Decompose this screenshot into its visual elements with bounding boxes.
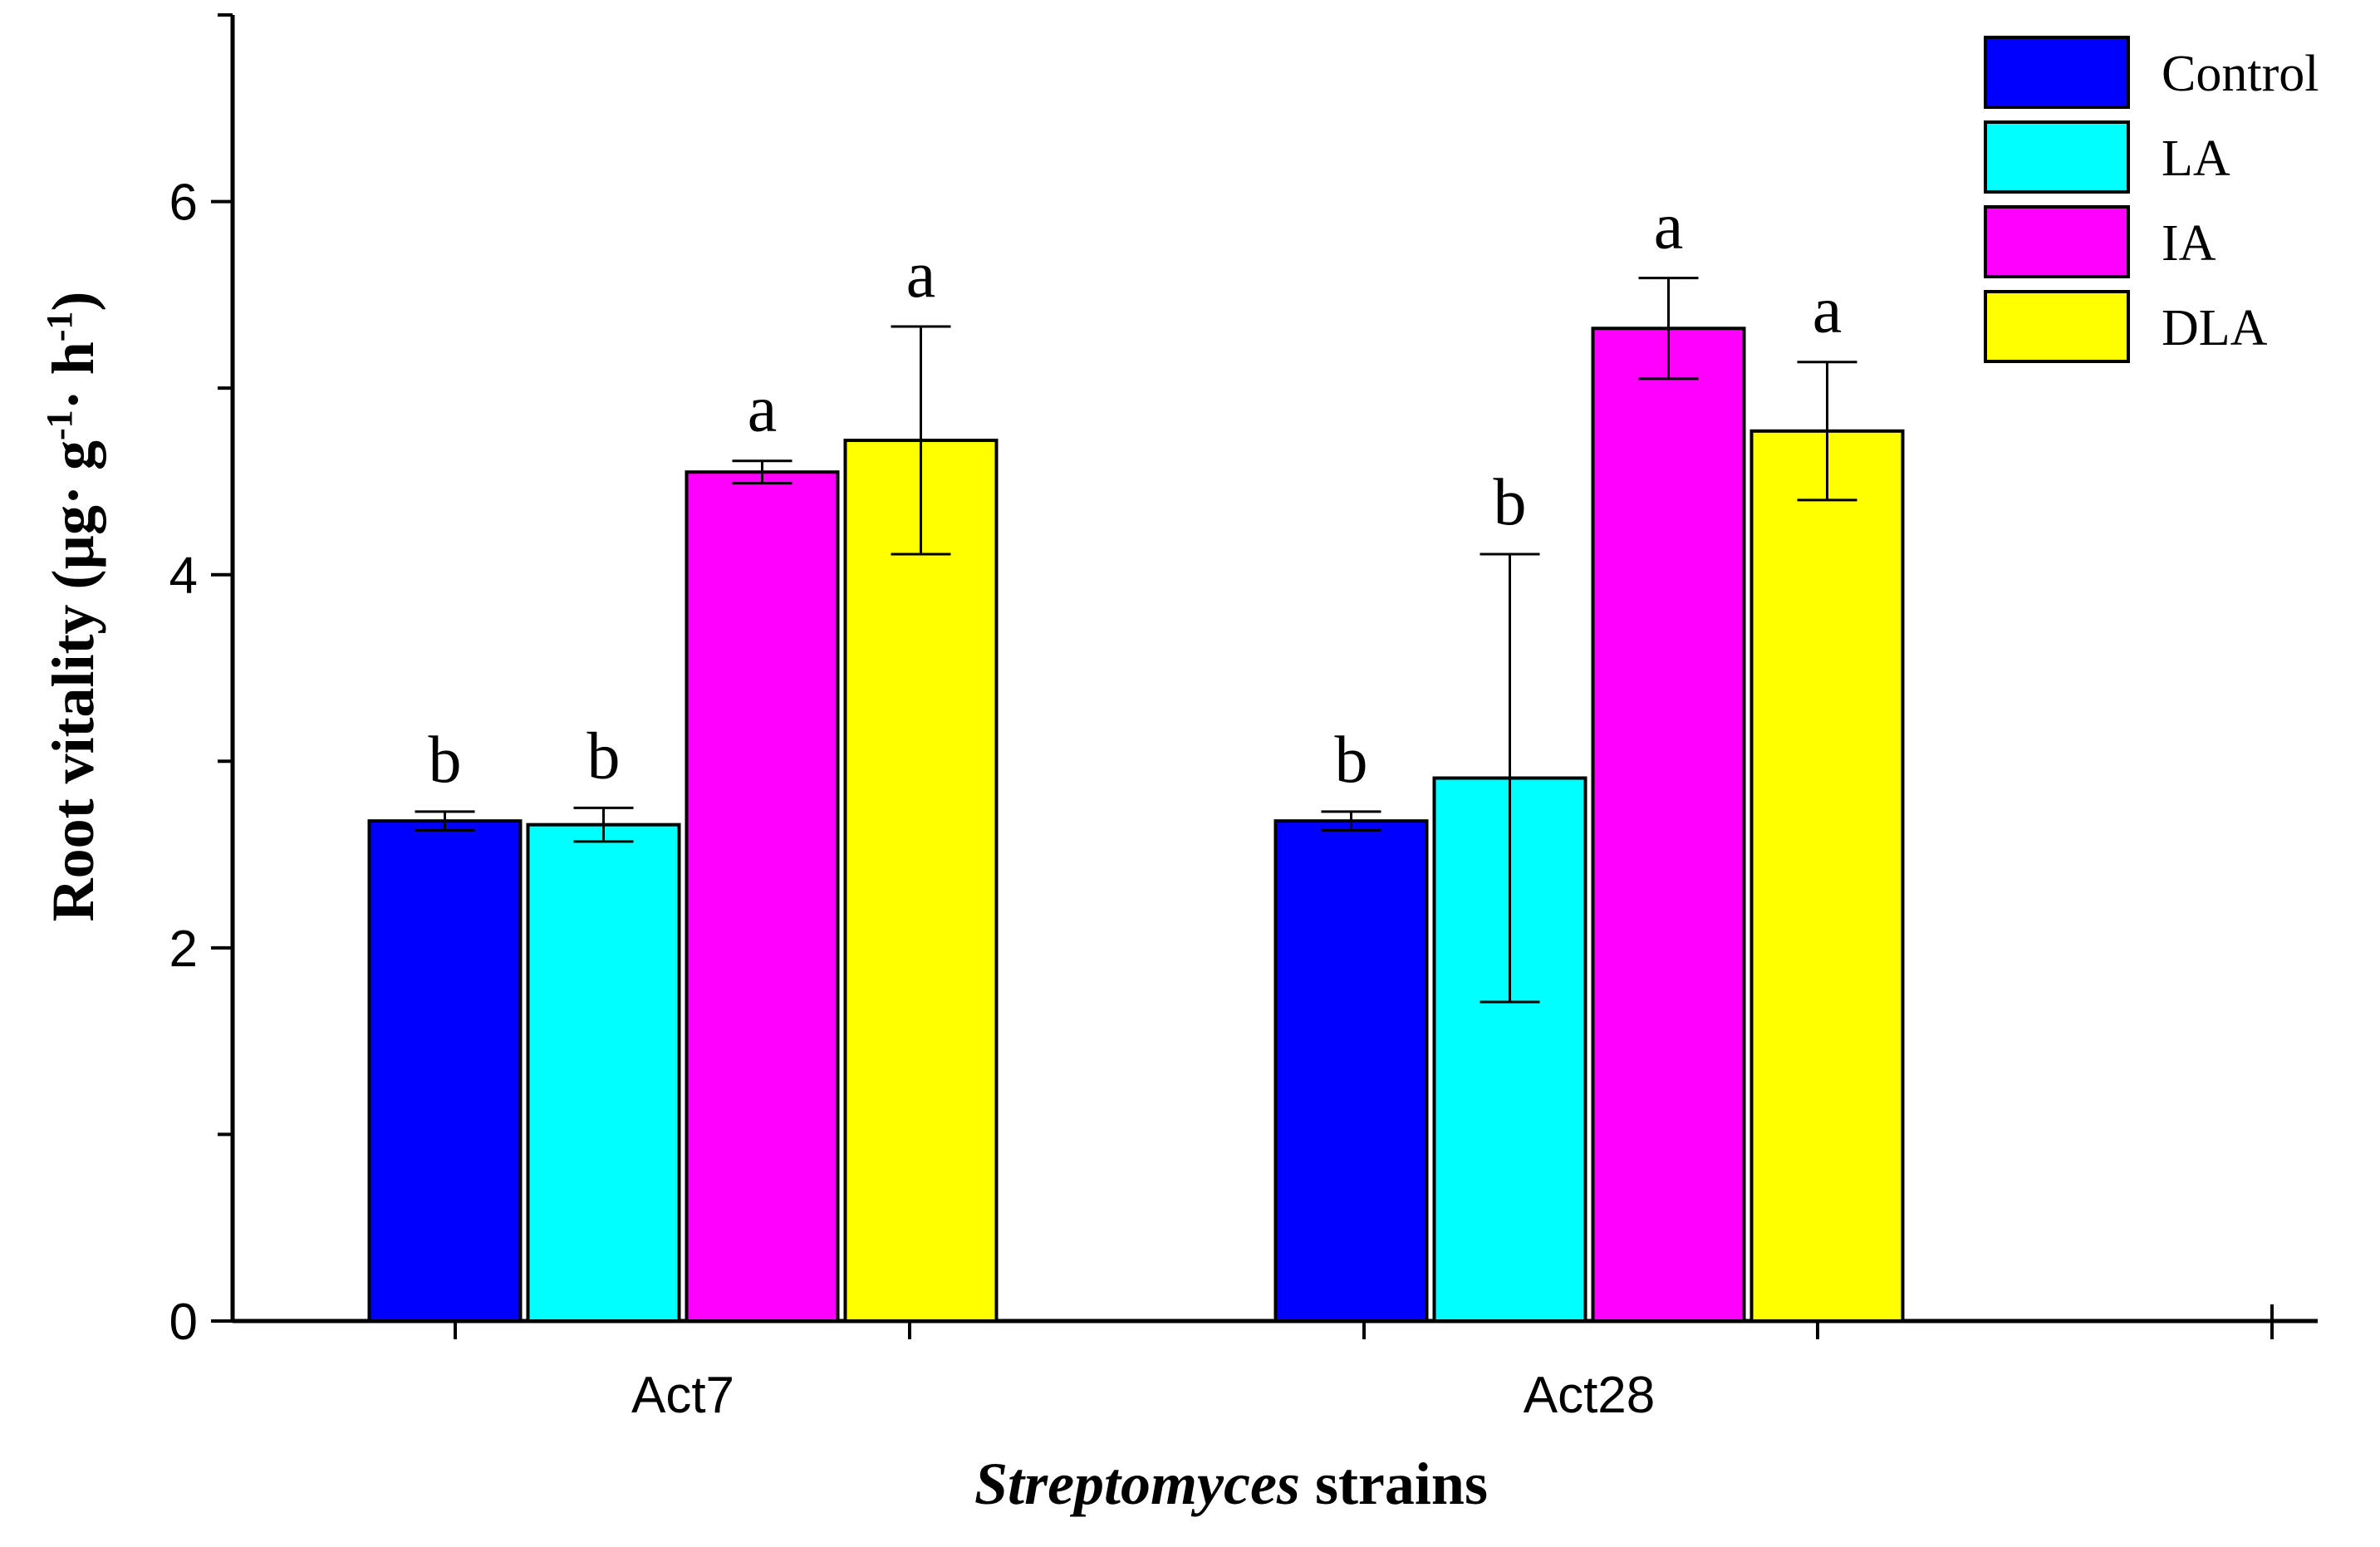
x-axis-title: Streptomyces strains: [974, 1451, 1488, 1517]
significance-letter: a: [1813, 274, 1843, 347]
significance-letter: b: [1335, 724, 1368, 797]
y-axis-title: Root vitality (µg· g-1· h-1): [39, 292, 106, 922]
legend-swatch: [1984, 290, 2130, 363]
legend-label: DLA: [2162, 300, 2268, 356]
bar: [367, 819, 523, 1323]
y-axis-title-sup-1: -1: [39, 410, 80, 440]
legend-label: Control: [2162, 46, 2319, 102]
bar: [1749, 429, 1905, 1323]
svg-text:Streptomyces strains: Streptomyces strains: [974, 1451, 1488, 1517]
legend-label: IA: [2162, 215, 2216, 272]
bar: [685, 470, 840, 1323]
significance-letter: b: [429, 724, 462, 797]
legend: Control LA IA DLA: [1984, 36, 2319, 363]
significance-letter: b: [587, 719, 621, 793]
x-axis-title-rest: strains: [1300, 1451, 1488, 1517]
y-tick-label: 2: [169, 921, 198, 978]
bar: [1273, 819, 1429, 1323]
significance-letter: a: [906, 238, 936, 312]
y-axis-title-end: ): [40, 292, 106, 312]
significance-letter: b: [1494, 466, 1527, 539]
plot-area: 0 2 4 6 Act7 Act28 b b b b a a a a: [169, 13, 2318, 1424]
legend-swatch: [1984, 36, 2130, 109]
x-tick-label: Act28: [1524, 1367, 1656, 1424]
bar: [843, 439, 999, 1323]
bar: [526, 823, 681, 1323]
y-axis-title-sup-2: -1: [39, 312, 80, 342]
legend-swatch: [1984, 205, 2130, 278]
legend-swatch: [1984, 120, 2130, 194]
y-tick-label: 6: [169, 174, 198, 232]
y-tick-label: 4: [169, 548, 198, 605]
svg-text:Root vitality (µg· g-1· h-1): Root vitality (µg· g-1· h-1): [39, 292, 106, 922]
y-tick-label: 0: [169, 1294, 198, 1351]
legend-label: LA: [2162, 130, 2230, 187]
y-axis-title-main: Root vitality (µg· g: [40, 440, 106, 921]
x-axis-title-italic: Streptomyces: [974, 1451, 1300, 1517]
bar: [1591, 327, 1746, 1323]
x-tick-label: Act7: [631, 1367, 734, 1424]
significance-letter: a: [1654, 190, 1684, 263]
significance-letter: a: [748, 373, 778, 446]
y-axis-title-mid: · h: [40, 341, 106, 410]
